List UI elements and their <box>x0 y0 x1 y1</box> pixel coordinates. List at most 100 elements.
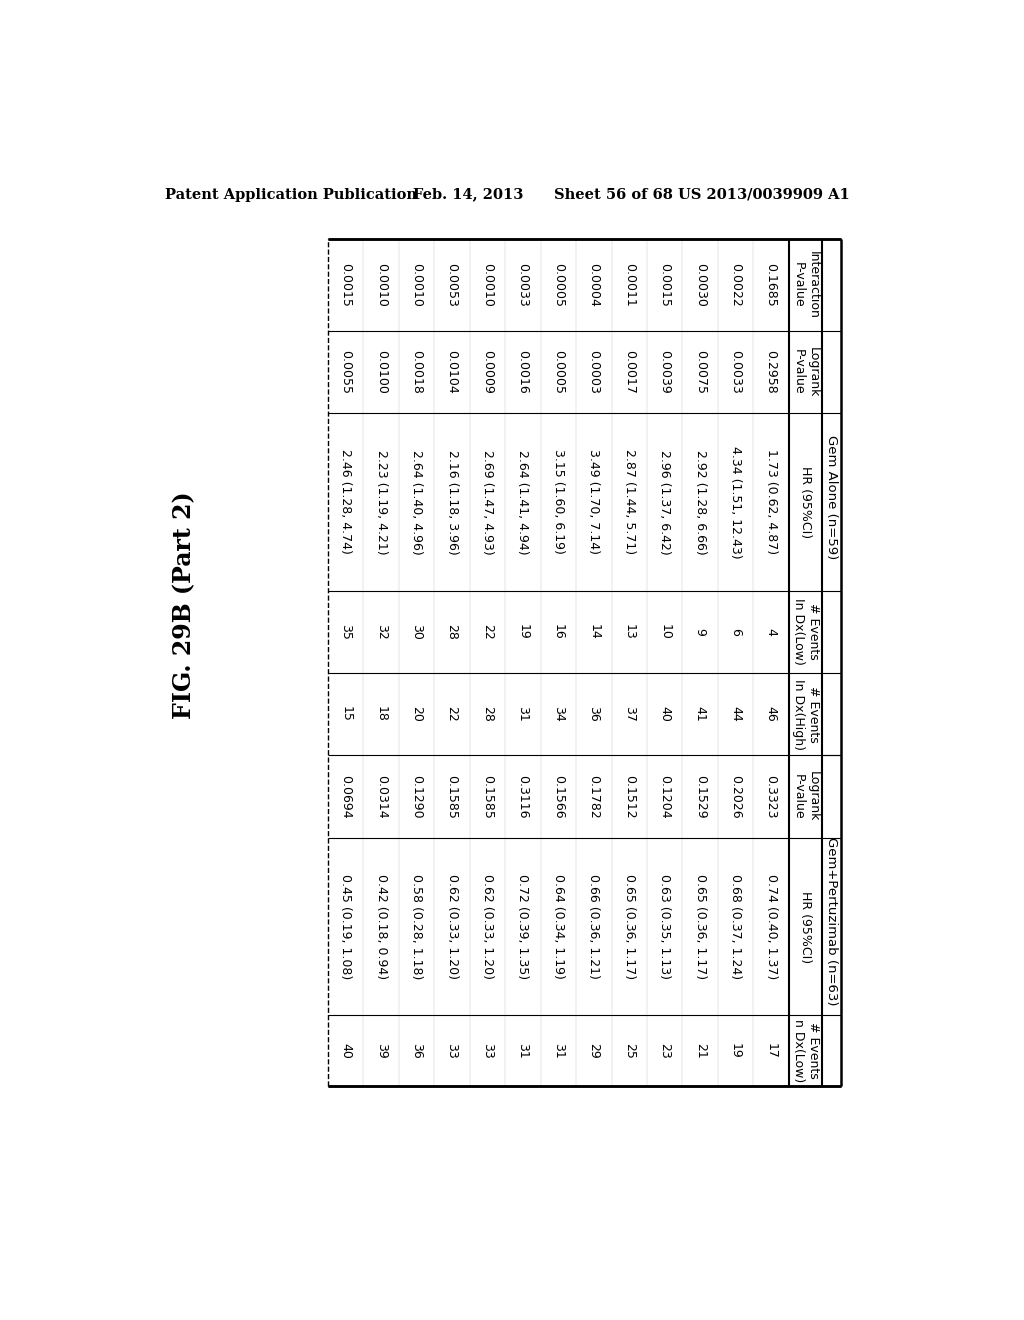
Text: 18: 18 <box>375 706 388 722</box>
Text: 0.58 (0.28, 1.18): 0.58 (0.28, 1.18) <box>410 874 423 979</box>
Text: HR (95%CI): HR (95%CI) <box>799 466 812 539</box>
Text: 2.96 (1.37, 6.42): 2.96 (1.37, 6.42) <box>658 450 671 554</box>
Text: HR (95%CI): HR (95%CI) <box>799 891 812 962</box>
Text: Gem+Pertuzimab (n=63): Gem+Pertuzimab (n=63) <box>825 837 839 1005</box>
Text: 0.0005: 0.0005 <box>552 350 565 395</box>
Text: 0.1585: 0.1585 <box>481 775 494 818</box>
Text: 0.1290: 0.1290 <box>410 775 423 818</box>
Text: 0.0009: 0.0009 <box>481 350 494 393</box>
Text: 15: 15 <box>339 706 352 722</box>
Text: 31: 31 <box>552 1043 565 1059</box>
Text: 0.0004: 0.0004 <box>588 263 600 308</box>
Text: Gem Alone (n=59): Gem Alone (n=59) <box>825 436 839 560</box>
Text: 36: 36 <box>588 706 600 722</box>
Text: 0.63 (0.35, 1.13): 0.63 (0.35, 1.13) <box>658 874 671 979</box>
Text: 22: 22 <box>481 624 494 640</box>
Text: 0.2026: 0.2026 <box>729 775 742 818</box>
Text: 0.0017: 0.0017 <box>623 350 636 393</box>
Text: 0.1685: 0.1685 <box>765 263 777 308</box>
Text: 0.1204: 0.1204 <box>658 775 671 818</box>
Text: 0.0016: 0.0016 <box>516 350 529 393</box>
Text: 0.64 (0.34, 1.19): 0.64 (0.34, 1.19) <box>552 874 565 979</box>
Text: 0.0010: 0.0010 <box>410 263 423 308</box>
Text: 0.0033: 0.0033 <box>729 350 742 393</box>
Text: Patent Application Publication: Patent Application Publication <box>165 187 417 202</box>
Text: 13: 13 <box>623 624 636 640</box>
Text: 4: 4 <box>765 628 777 636</box>
Text: 0.42 (0.18, 0.94): 0.42 (0.18, 0.94) <box>375 874 388 979</box>
Text: 41: 41 <box>693 706 707 722</box>
Text: 31: 31 <box>516 1043 529 1059</box>
Text: 0.74 (0.40, 1.37): 0.74 (0.40, 1.37) <box>765 874 777 979</box>
Text: 0.0030: 0.0030 <box>693 263 707 308</box>
Text: 25: 25 <box>623 1043 636 1059</box>
Text: 0.0694: 0.0694 <box>339 775 352 818</box>
Text: 0.0055: 0.0055 <box>339 350 352 395</box>
Text: 17: 17 <box>765 1043 777 1059</box>
Text: 0.66 (0.36, 1.21): 0.66 (0.36, 1.21) <box>588 874 600 979</box>
Text: 3.49 (1.70, 7.14): 3.49 (1.70, 7.14) <box>588 449 600 554</box>
Text: 0.0018: 0.0018 <box>410 350 423 393</box>
Text: 28: 28 <box>445 624 459 640</box>
Text: 33: 33 <box>445 1043 459 1059</box>
Text: 0.0314: 0.0314 <box>375 775 388 818</box>
Text: FIG. 29B (Part 2): FIG. 29B (Part 2) <box>172 491 196 719</box>
Text: 6: 6 <box>729 628 742 636</box>
Text: 0.0100: 0.0100 <box>375 350 388 393</box>
Text: 19: 19 <box>516 624 529 640</box>
Text: Interaction
P-value: Interaction P-value <box>792 251 819 319</box>
Text: 0.1529: 0.1529 <box>693 775 707 818</box>
Text: 0.2958: 0.2958 <box>765 350 777 393</box>
Text: 0.68 (0.37, 1.24): 0.68 (0.37, 1.24) <box>729 874 742 979</box>
Text: 40: 40 <box>658 706 671 722</box>
Text: 0.0053: 0.0053 <box>445 263 459 308</box>
Text: 3.15 (1.60, 6.19): 3.15 (1.60, 6.19) <box>552 450 565 554</box>
Text: 2.87 (1.44, 5.71): 2.87 (1.44, 5.71) <box>623 449 636 554</box>
Text: 22: 22 <box>445 706 459 722</box>
Text: 31: 31 <box>516 706 529 722</box>
Text: 46: 46 <box>765 706 777 722</box>
Text: 37: 37 <box>623 706 636 722</box>
Text: 0.0104: 0.0104 <box>445 350 459 393</box>
Text: 20: 20 <box>410 706 423 722</box>
Text: 40: 40 <box>339 1043 352 1059</box>
Text: 34: 34 <box>552 706 565 722</box>
Text: 0.1566: 0.1566 <box>552 775 565 818</box>
Text: 2.23 (1.19, 4.21): 2.23 (1.19, 4.21) <box>375 450 388 554</box>
Text: 0.1782: 0.1782 <box>588 775 600 818</box>
Text: 0.65 (0.36, 1.17): 0.65 (0.36, 1.17) <box>623 874 636 979</box>
Text: 2.69 (1.47, 4.93): 2.69 (1.47, 4.93) <box>481 450 494 554</box>
Text: 2.64 (1.41, 4.94): 2.64 (1.41, 4.94) <box>516 450 529 554</box>
Text: 29: 29 <box>588 1043 600 1059</box>
Text: Logrank
P-value: Logrank P-value <box>792 771 819 822</box>
Text: 0.62 (0.33, 1.20): 0.62 (0.33, 1.20) <box>481 874 494 979</box>
Text: 2.46 (1.28, 4.74): 2.46 (1.28, 4.74) <box>339 450 352 554</box>
Text: 4.34 (1.51, 12.43): 4.34 (1.51, 12.43) <box>729 446 742 558</box>
Text: 0.1585: 0.1585 <box>445 775 459 818</box>
Text: # Events
In Dx(High): # Events In Dx(High) <box>792 678 819 750</box>
Text: 10: 10 <box>658 624 671 640</box>
Text: 0.0075: 0.0075 <box>693 350 707 395</box>
Text: 0.62 (0.33, 1.20): 0.62 (0.33, 1.20) <box>445 874 459 979</box>
Text: 0.0039: 0.0039 <box>658 350 671 393</box>
Text: 0.0022: 0.0022 <box>729 263 742 308</box>
Text: 19: 19 <box>729 1043 742 1059</box>
Text: 0.1512: 0.1512 <box>623 775 636 818</box>
Text: 2.16 (1.18, 3.96): 2.16 (1.18, 3.96) <box>445 450 459 554</box>
Text: 16: 16 <box>552 624 565 640</box>
Text: 21: 21 <box>693 1043 707 1059</box>
Text: Sheet 56 of 68: Sheet 56 of 68 <box>554 187 673 202</box>
Text: 33: 33 <box>481 1043 494 1059</box>
Text: 0.3323: 0.3323 <box>765 775 777 818</box>
Text: # Events
In Dx(Low): # Events In Dx(Low) <box>792 598 819 665</box>
Text: US 2013/0039909 A1: US 2013/0039909 A1 <box>678 187 850 202</box>
Text: 1.73 (0.62, 4.87): 1.73 (0.62, 4.87) <box>765 449 777 554</box>
Text: Logrank
P-value: Logrank P-value <box>792 347 819 397</box>
Text: 0.0005: 0.0005 <box>552 263 565 308</box>
Text: 0.45 (0.19, 1.08): 0.45 (0.19, 1.08) <box>339 874 352 979</box>
Text: 30: 30 <box>410 624 423 640</box>
Text: 0.0010: 0.0010 <box>481 263 494 308</box>
Text: 23: 23 <box>658 1043 671 1059</box>
Text: 0.0033: 0.0033 <box>516 263 529 308</box>
Text: 2.92 (1.28, 6.66): 2.92 (1.28, 6.66) <box>693 450 707 554</box>
